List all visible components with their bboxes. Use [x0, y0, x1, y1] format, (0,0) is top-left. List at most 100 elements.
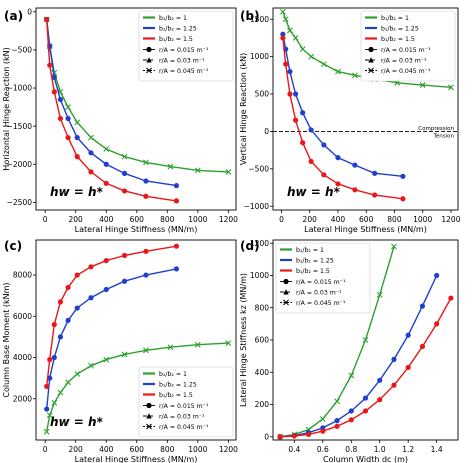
data-point: [335, 155, 341, 161]
plot-area-frame: [35, 239, 237, 441]
data-point: [335, 181, 341, 187]
x-axis-label: Column Width dc (m): [323, 455, 408, 463]
x-tick-label: 600: [130, 215, 145, 224]
data-point: [143, 347, 149, 354]
data-point: [362, 408, 369, 414]
data-point: [320, 428, 326, 434]
data-point: [74, 305, 80, 311]
x-tick-label: 0.4: [288, 445, 300, 454]
data-point: [279, 8, 286, 15]
data-point: [51, 321, 57, 328]
legend-ratio-label: b₁/b₂ = 1: [381, 15, 409, 22]
y-tick-label: 1000: [250, 52, 269, 61]
data-point: [121, 153, 128, 160]
legend-marker: [283, 289, 289, 295]
x-tick-label: 1000: [188, 215, 207, 224]
x-tick-label: 0: [43, 215, 48, 224]
data-point: [88, 134, 94, 141]
data-point: [88, 169, 94, 175]
data-point: [173, 183, 180, 189]
data-point: [352, 72, 358, 79]
data-point: [391, 243, 397, 250]
data-point: [167, 163, 174, 170]
legend-ratio-label: b₁/b₂ = 1.25: [159, 382, 197, 389]
chart-panel-3: 0 200 400 600 800 1000 1200 2000 4000 6000 8000 Lat…: [2, 239, 238, 463]
data-point: [173, 243, 180, 249]
x-tick-label: 200: [69, 445, 84, 454]
panel-label: (b): [240, 9, 260, 23]
data-point: [448, 84, 454, 91]
y-tick-label: −1000: [244, 202, 270, 211]
data-point: [65, 284, 71, 291]
legend-marker: [146, 46, 152, 53]
data-point: [405, 332, 411, 338]
legend-ratio-label: b₁/b₂ = 1.5: [159, 392, 193, 399]
panel-label: (c): [4, 239, 22, 253]
data-point: [419, 303, 426, 309]
y-tick-label: 200: [255, 400, 270, 409]
tension-label: Tension: [432, 133, 454, 139]
data-point: [352, 187, 358, 193]
legend-marker: [146, 413, 152, 419]
legend-rA-label: r/A = 0.03 m⁻¹: [381, 58, 427, 65]
legend-ratio-label: b₁/b₂ = 1.25: [296, 258, 334, 265]
data-point: [434, 321, 440, 327]
series-line-red: [280, 297, 452, 438]
data-point: [321, 142, 327, 148]
data-point: [391, 356, 397, 362]
data-point: [348, 372, 355, 379]
y-tick-label: 1500: [250, 15, 269, 24]
x-tick-label: 1.4: [431, 445, 443, 454]
plot-area-frame: [35, 7, 237, 211]
y-tick-label: 0: [27, 7, 32, 16]
legend-rA-label: r/A = 0.03 m⁻¹: [159, 58, 205, 65]
data-point: [292, 117, 299, 123]
data-point: [121, 170, 128, 177]
legend-ratio-label: b₁/b₂ = 1.5: [159, 36, 193, 43]
data-point: [300, 140, 306, 146]
y-tick-label: −1500: [7, 122, 33, 131]
data-point: [121, 278, 128, 284]
legend-rA-label: r/A = 0.045 m⁻¹: [159, 424, 209, 431]
x-tick-label: 0.6: [317, 445, 329, 454]
x-tick-label: 200: [69, 215, 84, 224]
chart-panel-2: 0 200 400 600 800 1000 1200 1500 1000 500 0 −500 −10…: [239, 7, 461, 234]
annotation-hw: hw = h*: [50, 415, 104, 429]
y-tick-label: −500: [11, 46, 32, 55]
data-point: [88, 362, 94, 369]
legend-ratio-label: b₁/b₂ = 1: [159, 371, 187, 378]
data-point: [372, 192, 378, 198]
x-tick-label: 0.8: [345, 445, 357, 454]
data-point: [400, 173, 406, 179]
data-point: [88, 295, 94, 301]
x-tick-label: 600: [130, 445, 145, 454]
data-point: [287, 27, 293, 34]
data-point: [283, 61, 289, 67]
x-tick-label: 200: [303, 215, 318, 224]
x-tick-label: 1200: [219, 215, 238, 224]
data-point: [391, 382, 397, 388]
data-point: [74, 154, 80, 160]
data-point: [43, 428, 50, 435]
data-point: [47, 356, 53, 363]
data-point: [51, 399, 58, 406]
legend-rA-label: r/A = 0.03 m⁻¹: [159, 414, 205, 421]
data-point: [88, 150, 94, 156]
data-point: [280, 31, 286, 37]
data-point: [419, 343, 426, 350]
data-point: [305, 431, 312, 437]
chart-panel-1: 0 200 400 600 800 1000 1200 0 −500 −1000 −1500 −200…: [2, 7, 238, 234]
legend-frame: [275, 242, 371, 314]
data-point: [282, 16, 289, 23]
y-tick-label: 6000: [13, 312, 32, 321]
legend-ratio-label: b₁/b₂ = 1: [296, 247, 324, 254]
y-tick-label: 0: [264, 432, 269, 441]
data-point: [143, 159, 149, 166]
x-axis-label: Lateral Hinge Stiffness (MN/m): [304, 225, 427, 234]
data-point: [335, 68, 341, 75]
data-point: [377, 377, 383, 383]
data-point: [57, 389, 64, 396]
legend: b₁/b₂ = 1 b₁/b₂ = 1.25 b₁/b₂ = 1.5 r/A = 0.…: [275, 242, 371, 314]
data-point: [65, 134, 71, 141]
data-point: [319, 416, 326, 422]
